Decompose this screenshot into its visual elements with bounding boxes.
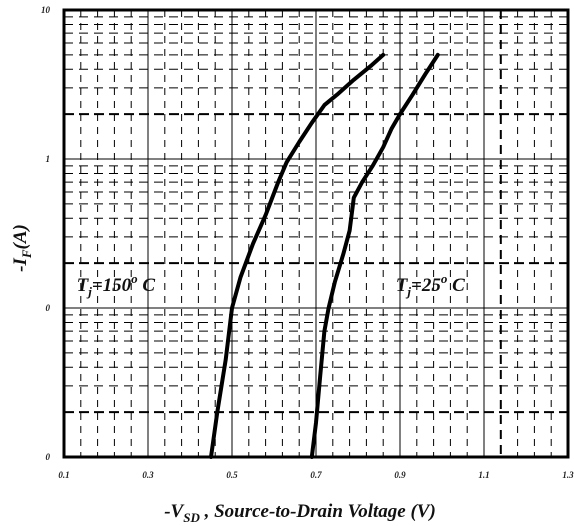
x-tick-label: 0.1 [58, 470, 69, 480]
x-tick-label: 1.1 [478, 470, 489, 480]
x-tick-label: 0.9 [394, 470, 406, 480]
series-labels: Tj=150o C Tj=25o C [77, 271, 466, 299]
series-line-2 [309, 52, 440, 459]
y-tick-label: 1 [46, 154, 51, 164]
series-label-2: Tj=25o C [396, 271, 465, 299]
curves [209, 52, 440, 459]
x-tick-label: 0.3 [142, 470, 154, 480]
x-tick-label: 0.5 [226, 470, 238, 480]
plot-frame [62, 8, 570, 459]
x-tick-label: 0.7 [310, 470, 322, 480]
y-tick-label: 0 [46, 303, 51, 313]
grid [63, 9, 569, 458]
x-tick-labels: 0.1 0.3 0.5 0.7 0.9 1.1 1.3 [58, 470, 574, 480]
x-axis-title: -VSD , Source-to-Drain Voltage (V) [164, 501, 436, 525]
series-line-1 [209, 52, 386, 459]
y-axis-title: -IF(A) [10, 224, 34, 272]
x-tick-label: 1.3 [562, 470, 574, 480]
series-label-1: Tj=150o C [77, 271, 156, 299]
y-tick-label: 0 [46, 452, 51, 462]
y-tick-label: 10 [41, 5, 51, 15]
